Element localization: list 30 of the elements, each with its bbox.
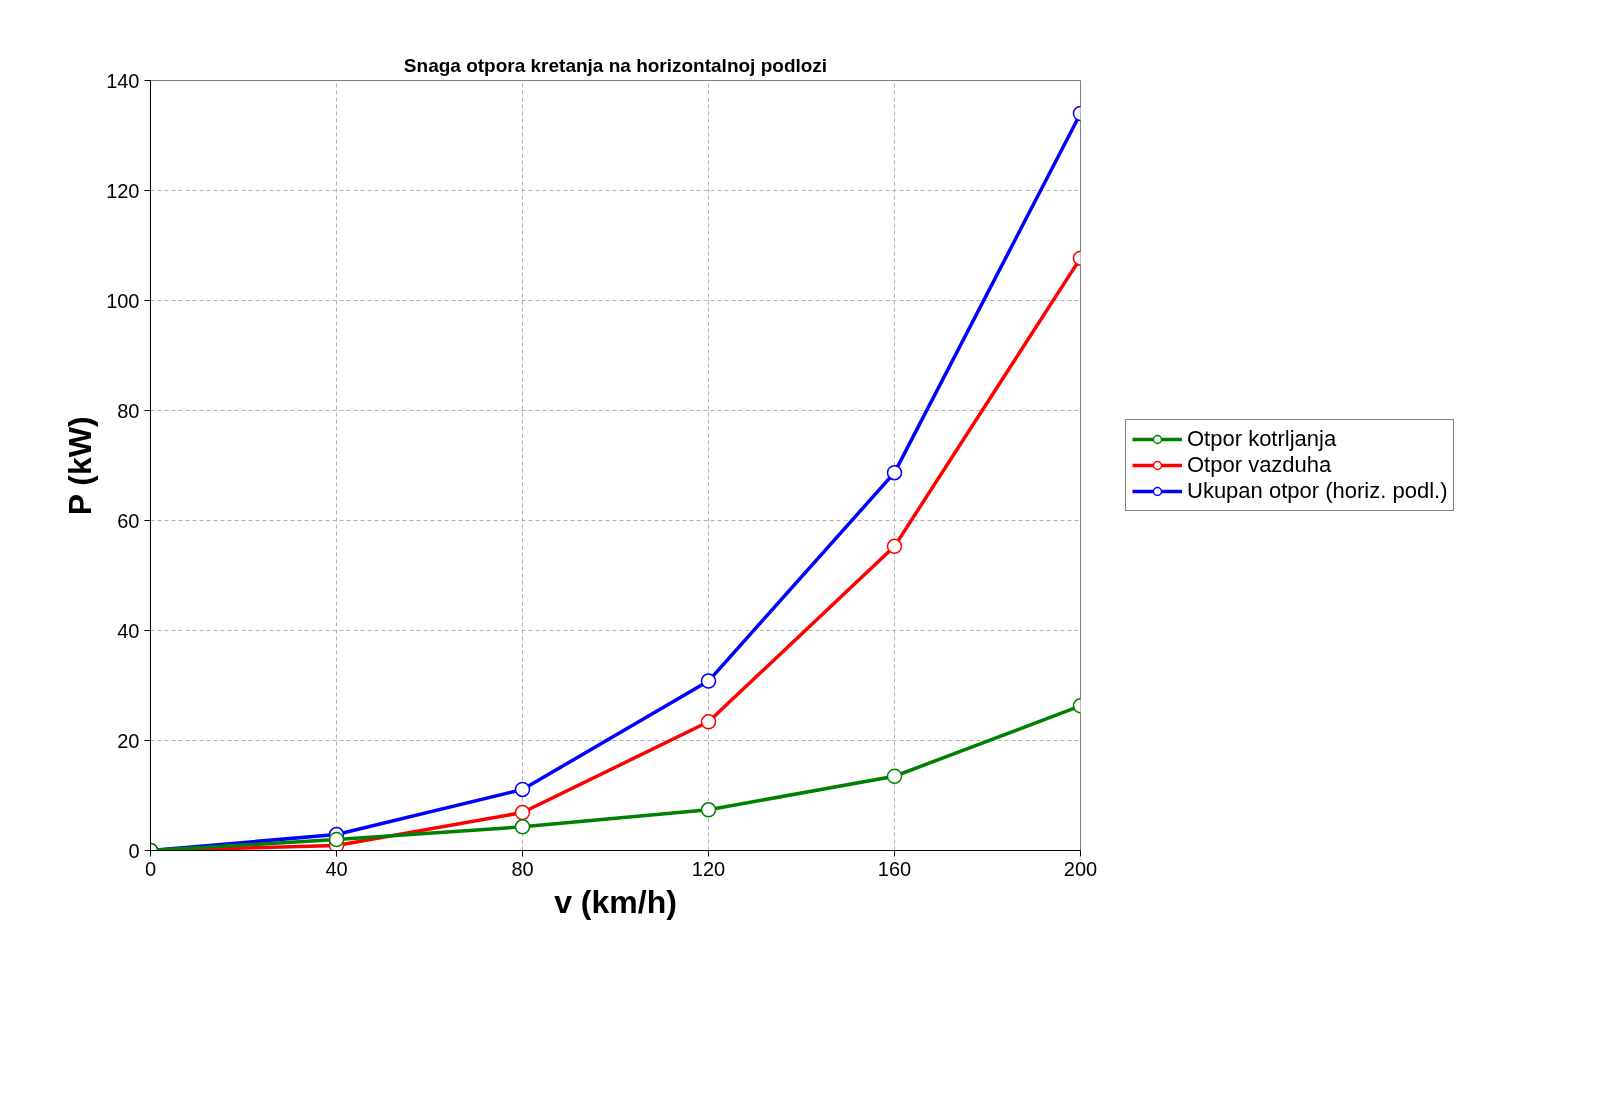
y-tick-label: 0 — [128, 839, 140, 862]
x-tick-label: 160 — [877, 857, 912, 880]
y-tick-label: 40 — [117, 619, 140, 642]
point — [886, 768, 903, 784]
point — [328, 831, 345, 848]
point — [886, 538, 903, 555]
y-axis-title: P (kW) — [62, 416, 99, 516]
point — [886, 464, 903, 481]
x-tick-label: 200 — [1063, 857, 1098, 880]
point — [514, 804, 531, 821]
point — [514, 781, 531, 798]
legend-label: Ukupan otpor (horiz. podl.) — [1187, 478, 1448, 504]
legend-label: Otpor vazduha — [1187, 452, 1332, 478]
x-tick-label: 120 — [691, 857, 726, 880]
x-axis-title: v (km/h) — [554, 883, 677, 920]
x-tick-label: 0 — [144, 857, 157, 880]
legend-label: Otpor kotrljanja — [1187, 426, 1337, 452]
x-tick-label: 80 — [511, 857, 534, 880]
point — [700, 714, 717, 730]
y-tick-label: 140 — [106, 69, 140, 92]
y-tick-label: 80 — [117, 399, 140, 422]
y-tick-label: 20 — [117, 729, 140, 752]
point — [700, 673, 717, 689]
y-tick-label: 100 — [106, 289, 140, 312]
point — [700, 802, 717, 818]
x-tick-label: 40 — [325, 857, 348, 880]
y-tick-label: 120 — [106, 179, 140, 202]
chart-title: Snaga otpora kretanja na horizontalnoj podlozi — [403, 54, 828, 76]
y-tick-label: 60 — [117, 509, 140, 532]
point — [514, 819, 531, 835]
